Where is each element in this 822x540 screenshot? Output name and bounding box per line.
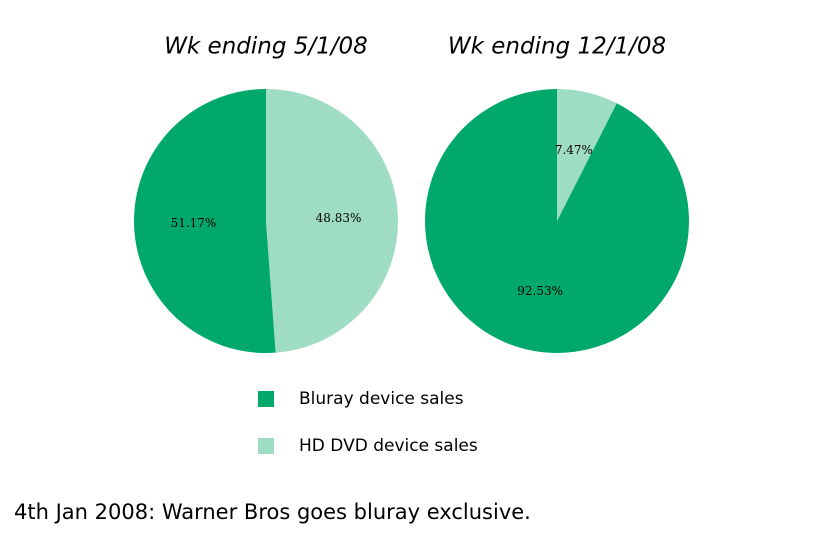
value-label: 7.47%	[555, 143, 593, 157]
chart-title: Wk ending 12/1/08	[448, 34, 666, 60]
value-label: 51.17%	[171, 216, 217, 230]
pie-slice	[557, 89, 617, 221]
chart-title: Wk ending 5/1/08	[164, 34, 368, 60]
legend-swatch	[258, 438, 274, 454]
value-label: 92.53%	[517, 284, 563, 298]
pie-slice	[134, 89, 276, 353]
caption: 4th Jan 2008: Warner Bros goes bluray ex…	[14, 500, 531, 524]
legend-label: Bluray device sales	[299, 389, 464, 409]
legend-swatch	[258, 391, 274, 407]
value-label: 48.83%	[316, 211, 362, 225]
legend-label: HD DVD device sales	[299, 436, 478, 456]
pie-slice	[266, 89, 399, 353]
pie-slice	[425, 89, 690, 353]
